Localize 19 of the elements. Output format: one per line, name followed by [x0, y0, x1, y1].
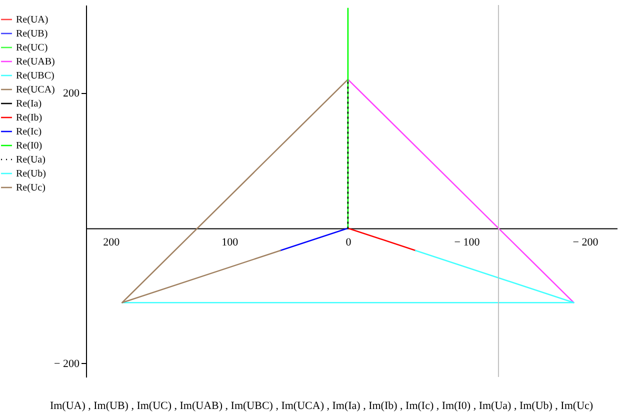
x-tick-label: − 200 [572, 236, 599, 249]
legend-label: Re(Ic) [16, 126, 42, 138]
legend-label: Re(UB) [16, 28, 48, 40]
legend-label: Re(Ua) [16, 154, 46, 166]
legend-label: Re(UC) [16, 42, 48, 54]
x-tick-label: − 100 [454, 236, 480, 249]
legend-label: Re(UBC) [16, 70, 54, 82]
x-tick-label: 0 [346, 236, 352, 249]
x-axis-title: Im(UA) , Im(UB) , Im(UC) , Im(UAB) , Im(UBC) , Im(UCA) , Im(Ia) , Im(Ib) , Im(Ic) , Im(I0) , Im(Ua) , Im(Ub) , Im(Uc) [50, 400, 594, 412]
x-tick-label: 100 [222, 236, 239, 249]
legend-label: Re(UCA) [16, 84, 55, 96]
legend-label: Re(Ia) [16, 98, 42, 110]
legend-label: Re(Ub) [16, 168, 46, 180]
x-tick-label: 200 [103, 236, 120, 249]
legend-label: Re(Ib) [16, 112, 42, 124]
legend-label: Re(Uc) [16, 182, 46, 194]
legend-label: Re(UAB) [16, 56, 55, 68]
legend-label: Re(I0) [16, 140, 42, 152]
legend-label: Re(UA) [16, 14, 48, 26]
